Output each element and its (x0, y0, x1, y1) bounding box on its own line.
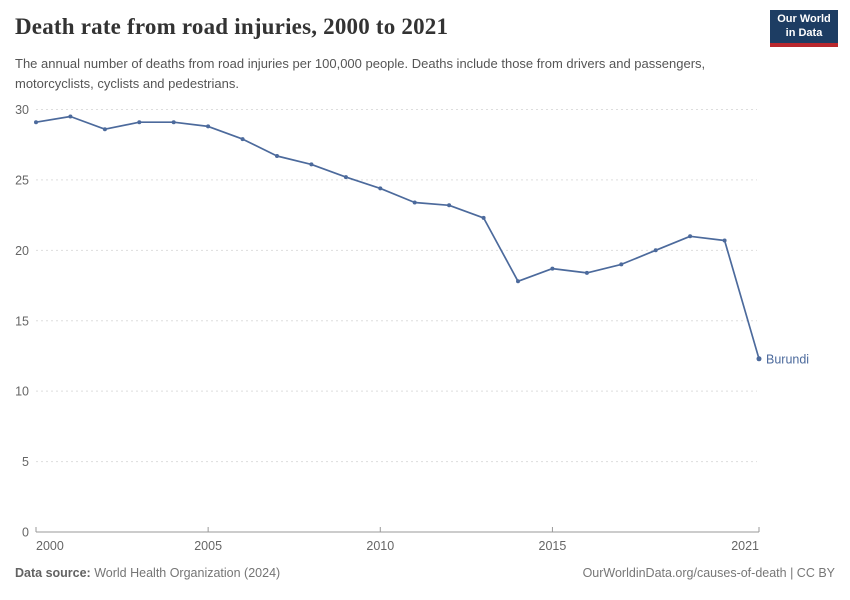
x-tick-label: 2010 (366, 539, 394, 553)
data-point[interactable] (240, 137, 245, 142)
y-tick-label: 15 (15, 314, 29, 328)
data-source-value: World Health Organization (2024) (94, 566, 281, 580)
data-point[interactable] (102, 127, 107, 132)
y-tick-label: 30 (15, 103, 29, 117)
data-point[interactable] (550, 266, 555, 271)
chart-title: Death rate from road injuries, 2000 to 2… (15, 14, 449, 39)
data-point[interactable] (412, 200, 417, 205)
data-point[interactable] (688, 234, 693, 239)
chart-subtitle: The annual number of deaths from road in… (15, 56, 706, 92)
data-point[interactable] (68, 114, 73, 119)
data-point[interactable] (343, 175, 348, 180)
y-tick-label: 10 (15, 385, 29, 399)
chart-footer: Data source: World Health Organization (… (15, 566, 835, 580)
data-point[interactable] (275, 154, 279, 158)
credit-link[interactable]: OurWorldinData.org/causes-of-death | CC … (582, 566, 835, 580)
data-point[interactable] (756, 356, 762, 362)
data-point[interactable] (206, 124, 211, 129)
y-tick-label: 20 (15, 244, 29, 258)
entity-label: Burundi (766, 352, 809, 366)
y-tick-label: 25 (15, 173, 29, 187)
data-point[interactable] (309, 162, 314, 167)
data-point[interactable] (137, 120, 142, 125)
data-point[interactable] (447, 203, 452, 208)
y-tick-label: 0 (22, 526, 29, 540)
data-point[interactable] (584, 270, 589, 275)
data-point[interactable] (171, 120, 176, 125)
x-tick-label: 2021 (731, 539, 759, 553)
owid-logo-line2: in Data (785, 26, 823, 39)
data-point[interactable] (481, 215, 486, 220)
data-source-label: Data source: (15, 566, 91, 580)
owid-logo: Our World in Data (770, 10, 838, 47)
owid-logo-line1: Our World (777, 12, 831, 25)
x-tick-label: 2000 (36, 539, 64, 553)
data-point[interactable] (722, 238, 727, 243)
data-line[interactable] (35, 115, 760, 360)
x-tick-label: 2015 (539, 539, 567, 553)
y-tick-label: 5 (22, 455, 29, 469)
data-source-note: Data source: World Health Organization (… (15, 566, 280, 580)
data-point[interactable] (34, 120, 38, 125)
x-tick-label: 2005 (194, 539, 222, 553)
data-point[interactable] (516, 279, 520, 284)
data-point[interactable] (378, 186, 383, 191)
data-point[interactable] (653, 248, 658, 253)
data-point[interactable] (619, 262, 624, 267)
